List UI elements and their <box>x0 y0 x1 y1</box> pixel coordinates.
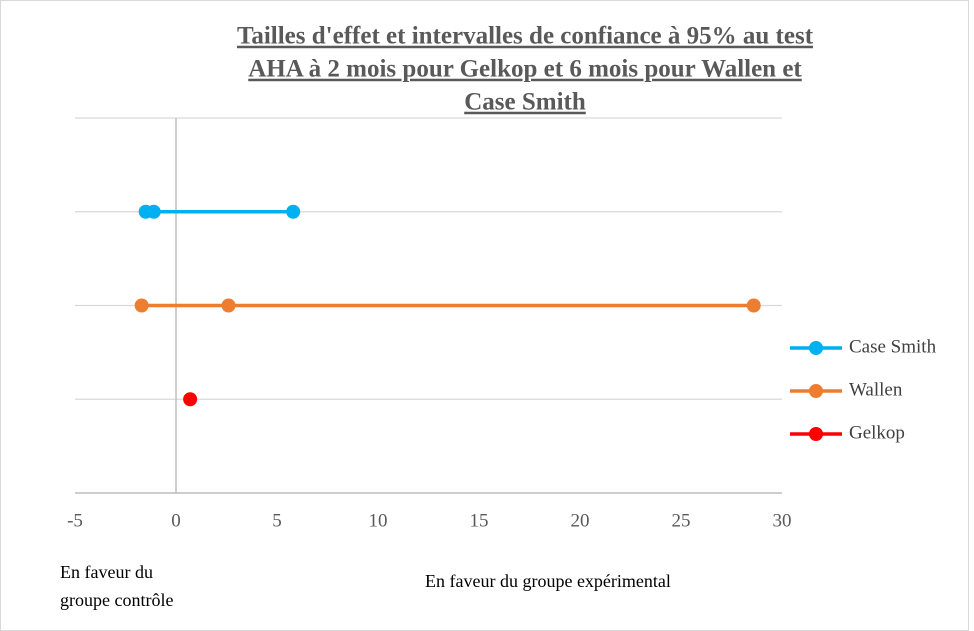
x-tick-label: 30 <box>773 510 792 531</box>
chart-title: Tailles d'effet et intervalles de confia… <box>237 23 814 50</box>
legend-label: Case Smith <box>849 336 937 357</box>
legend-marker <box>809 384 823 398</box>
x-tick-label: 5 <box>272 510 282 531</box>
x-tick-label: 25 <box>672 510 691 531</box>
x-tick-label: 10 <box>369 510 388 531</box>
annotation: En faveur du groupe contrôle <box>60 562 174 610</box>
point <box>221 298 236 313</box>
point <box>134 298 149 313</box>
chart-title: Case Smith <box>464 89 586 116</box>
x-tick-label: 15 <box>470 510 489 531</box>
x-tick-label: 0 <box>171 510 181 531</box>
chart-title: AHA à 2 mois pour Gelkop et 6 mois pour … <box>248 56 802 83</box>
legend-marker <box>809 341 823 355</box>
x-tick-label: 20 <box>571 510 590 531</box>
legend-marker <box>809 427 823 441</box>
point <box>746 298 761 313</box>
annotation: En faveur du groupe expérimental <box>425 571 671 591</box>
point <box>183 392 198 407</box>
legend-label: Wallen <box>849 379 903 400</box>
legend-label: Gelkop <box>849 422 905 443</box>
point <box>286 204 301 219</box>
point <box>146 204 161 219</box>
x-tick-label: -5 <box>67 510 83 531</box>
